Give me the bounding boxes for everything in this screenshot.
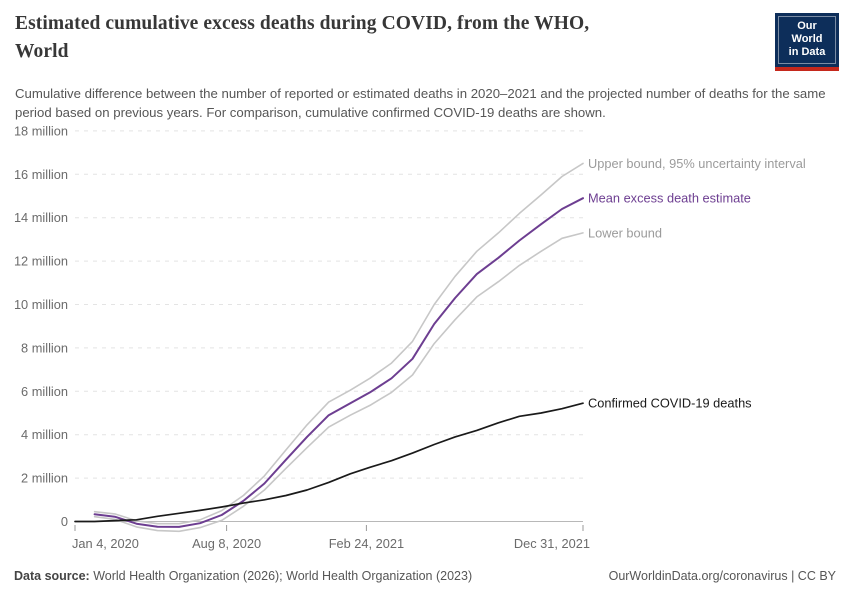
series-line-upper-bound-95-uncertainty-interval[interactable]	[93, 162, 584, 525]
excess-deaths-chart[interactable]: 0 2 million 4 million 6 million 8 million 10 …	[0, 118, 850, 558]
y-tick-label-4-million: 4 million	[21, 427, 68, 442]
y-tick-label-12-million: 12 million	[14, 254, 68, 269]
data-source-note: Data source: World Health Organization (…	[14, 567, 472, 585]
series-label-confirmed-covid-19-deaths: Confirmed COVID-19 deaths	[588, 396, 752, 411]
series-line-confirmed-covid-19-deaths[interactable]	[74, 402, 584, 523]
y-tick-label-10-million: 10 million	[14, 297, 68, 312]
y-tick-label-8-million: 8 million	[21, 340, 68, 355]
chart-title: Estimated cumulative excess deaths durin…	[15, 13, 590, 62]
x-tick-label-Dec-31-2021: Dec 31, 2021	[514, 536, 590, 551]
y-tick-label-14-million: 14 million	[14, 210, 68, 225]
owid-logo-text: Our World in Data	[778, 16, 836, 64]
chart-footer: Data source: World Health Organization (…	[0, 567, 850, 585]
y-tick-label-18-million: 18 million	[14, 123, 68, 138]
series-line-lower-bound[interactable]	[93, 232, 584, 533]
x-tick-label-Aug-8-2020: Aug 8, 2020	[192, 536, 261, 551]
owid-logo[interactable]: Our World in Data	[775, 13, 839, 71]
license-link[interactable]: OurWorldinData.org/coronavirus | CC BY	[608, 569, 836, 583]
series-label-mean-excess-death-estimate: Mean excess death estimate	[588, 191, 751, 206]
x-tick-label-Feb-24-2021: Feb 24, 2021	[329, 536, 404, 551]
y-tick-label-6-million: 6 million	[21, 384, 68, 399]
chart-canvas[interactable]: 0 2 million 4 million 6 million 8 million 10 …	[0, 118, 850, 558]
data-source-value: World Health Organization (2026); World …	[89, 569, 473, 583]
data-source-label: Data source:	[14, 569, 90, 583]
y-tick-label-16-million: 16 million	[14, 167, 68, 182]
y-tick-label-2-million: 2 million	[21, 471, 68, 486]
y-tick-label-0: 0	[61, 514, 68, 529]
series-label-lower-bound: Lower bound	[588, 225, 662, 240]
series-label-upper-bound-95-uncertainty-interval: Upper bound, 95% uncertainty interval	[588, 156, 806, 171]
series-line-mean-excess-death-estimate[interactable]	[93, 197, 584, 528]
x-tick-label-Jan-4-2020: Jan 4, 2020	[72, 536, 139, 551]
chart-subtitle: Cumulative difference between the number…	[15, 86, 826, 120]
